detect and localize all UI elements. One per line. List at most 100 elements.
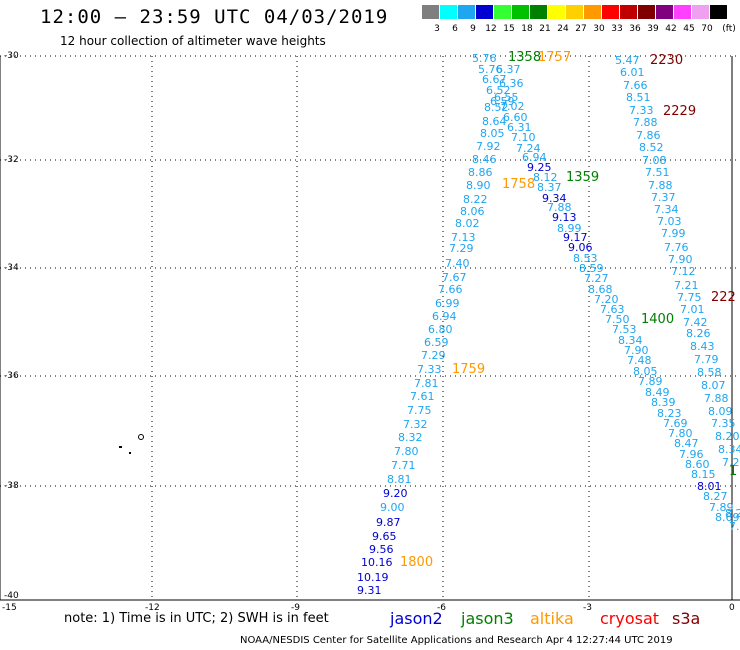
track2-value: 5.47 [615, 54, 640, 67]
track1-value: 7.66 [438, 283, 463, 296]
legend-swatch [512, 5, 529, 19]
time-label: 1758 [502, 177, 536, 192]
track1-value: 7.10 [511, 131, 536, 144]
track2-value: 7.37 [651, 191, 676, 204]
track1-value: 6.36 [499, 77, 524, 90]
legend-swatch [656, 5, 673, 19]
track2-value: 8.20 [715, 430, 740, 443]
track1-value: 7.71 [391, 459, 416, 472]
track1-value: 6.60 [503, 111, 528, 124]
legend-label: 12 [485, 24, 497, 34]
track2-value: 7.51 [645, 166, 670, 179]
track1-value: 6.80 [428, 323, 453, 336]
track1-value: 7.13 [451, 231, 476, 244]
track1-value: 7.24 [516, 142, 541, 155]
time-label: 1358 [508, 50, 542, 65]
track1-value: 7.63 [600, 303, 625, 316]
track1-value: 8.37 [537, 181, 562, 194]
lon-label-9: -9 [291, 603, 300, 613]
track1-value: 6.55 [494, 91, 519, 104]
lat-label-38: -38 [4, 481, 19, 491]
lat-label-36: -36 [4, 371, 19, 381]
track1-value: 8.05 [633, 365, 658, 378]
lon-label-6: -6 [437, 603, 446, 613]
track1-value: 7.50 [605, 313, 630, 326]
time-label: 1 [729, 464, 738, 479]
track2-value: 8.58 [697, 366, 722, 379]
track2-value: 8.51 [626, 91, 651, 104]
legend-label: 27 [575, 24, 587, 34]
track1-value: 8.02 [455, 217, 480, 230]
track2-value: 7.88 [633, 116, 658, 129]
legend-label: 45 [683, 24, 695, 34]
track2-value: 7.01 [680, 303, 705, 316]
track1-value: 9.06 [568, 241, 593, 254]
track1-value: 8.01 [697, 480, 722, 493]
time-label: 2230 [650, 53, 684, 68]
track1-value: 8.86 [468, 166, 493, 179]
track1-value: 9.31 [357, 584, 382, 597]
track1-value: 7.02 [500, 100, 525, 113]
track2-value: 8.34 [718, 443, 740, 456]
legend-unit: (ft) [722, 24, 736, 34]
track1-value: 9.65 [372, 530, 397, 543]
track1-value: 9.34 [542, 192, 567, 205]
track1-value: 9.00 [380, 501, 405, 514]
track1-value: 9.87 [376, 516, 401, 529]
track1-value: 8.52 [484, 101, 509, 114]
legend-swatch [620, 5, 637, 19]
legend-label: 33 [611, 24, 623, 34]
track1-value: 8.23 [657, 407, 682, 420]
track2-value: 8.09 [708, 405, 733, 418]
page-title: 12:00 – 23:59 UTC 04/03/2019 [40, 6, 389, 28]
track1-value: 7.40 [445, 257, 470, 270]
lat-label-32: -32 [4, 155, 19, 165]
track2-value: 8.43 [690, 340, 715, 353]
track1-value: 7.89 [638, 375, 663, 388]
island-small-2 [129, 452, 131, 454]
legend-swatch [602, 5, 619, 19]
track1-value: 8.53 [573, 252, 598, 265]
track1-value: 8.81 [387, 473, 412, 486]
track1-value: 6.59 [424, 336, 449, 349]
track2-value: 7.90 [668, 253, 693, 266]
track1-value: 5.76 [472, 52, 497, 65]
legend-label: 3 [434, 24, 440, 34]
legend-swatch [674, 5, 691, 19]
track1-value: 7.89 [709, 501, 734, 514]
track1-value: 8.59 [579, 262, 604, 275]
track1-value: 8.15 [691, 468, 716, 481]
track1-value: 7.61 [410, 390, 435, 403]
legend-swatch [458, 5, 475, 19]
track1-value: 7.92 [476, 140, 501, 153]
track1-value: 8.69 [715, 511, 740, 524]
track1-value: 8.64 [482, 115, 507, 128]
track1-value: 5.76 [478, 63, 503, 76]
track2-value: 7.12 [671, 265, 696, 278]
lat-label-30: -30 [4, 51, 19, 61]
track2-value: 7.88 [704, 392, 729, 405]
lon-label-3: -3 [583, 603, 592, 613]
track1-value: 7.20 [594, 293, 619, 306]
time-label: 222 [711, 290, 736, 305]
time-label: 1400 [641, 312, 675, 327]
lon-label-12: -12 [145, 603, 160, 613]
track1-value: 9.17 [563, 231, 588, 244]
legend-swatch [530, 5, 547, 19]
time-label: 1759 [452, 362, 486, 377]
track2-value: 7.2 [722, 456, 740, 469]
track1-value: 9.13 [552, 211, 577, 224]
track1-value: 6.67 [482, 73, 507, 86]
legend-label: 70 [701, 24, 713, 34]
track1-value: 8.46 [472, 153, 497, 166]
lat-label-34: -34 [4, 263, 19, 273]
sat-jason2-label: jason2 [390, 609, 443, 628]
track1-value: 7.48 [627, 354, 652, 367]
track2-value: 7.34 [654, 203, 679, 216]
legend-swatch [692, 5, 709, 19]
track1-value: 8.22 [463, 193, 488, 206]
track1-value: 6.31 [507, 121, 532, 134]
island-small-1 [119, 446, 122, 448]
